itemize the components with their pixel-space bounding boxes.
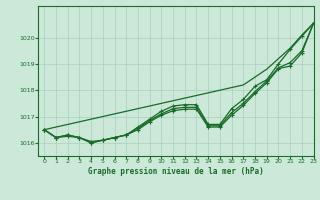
X-axis label: Graphe pression niveau de la mer (hPa): Graphe pression niveau de la mer (hPa)	[88, 167, 264, 176]
